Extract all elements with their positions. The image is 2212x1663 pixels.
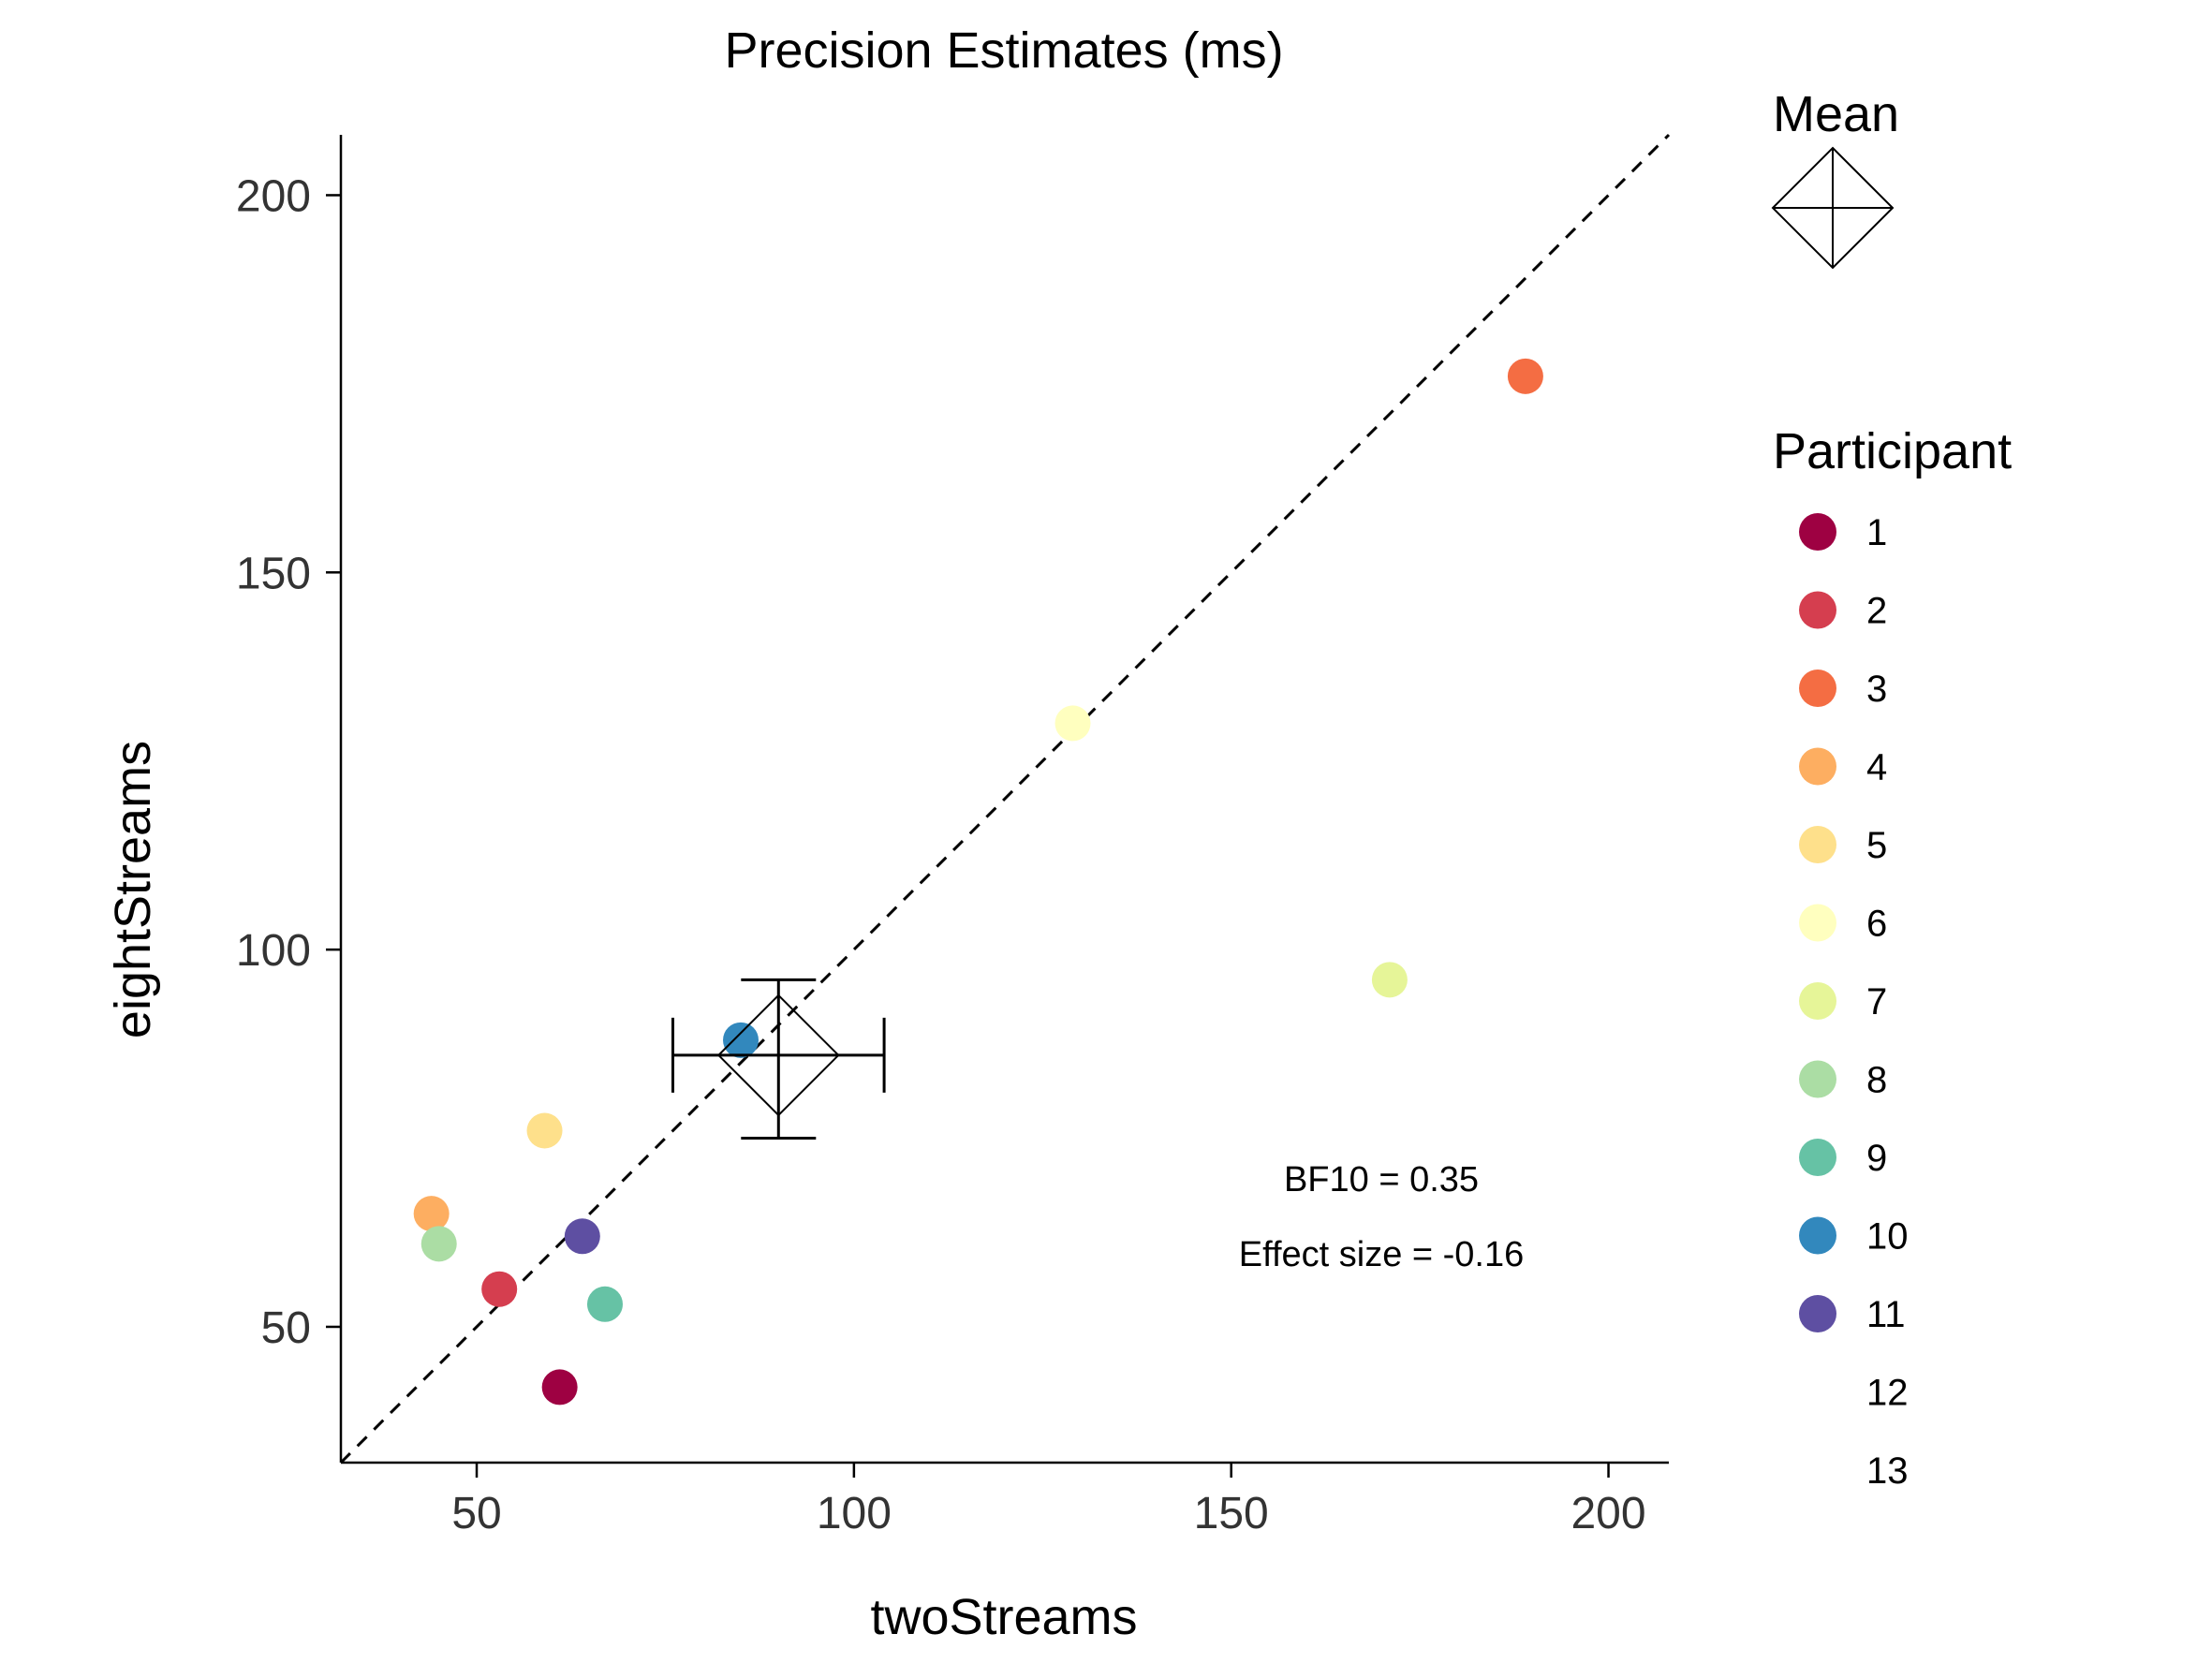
x-tick-label: 200 <box>1571 1489 1645 1538</box>
legend-label: 6 <box>1866 904 1887 945</box>
y-tick-label: 50 <box>261 1303 311 1353</box>
legend-label: 9 <box>1866 1138 1887 1179</box>
data-point <box>1371 962 1408 998</box>
legend-title: Participant <box>1773 423 2012 479</box>
legend-label: 5 <box>1866 825 1887 866</box>
data-point <box>1054 705 1091 742</box>
data-point <box>526 1112 563 1149</box>
legend-label: 3 <box>1866 669 1887 710</box>
legend-swatch <box>1799 591 1836 629</box>
legend-swatch <box>1799 982 1836 1020</box>
x-tick-label: 50 <box>451 1489 501 1538</box>
data-point <box>723 1022 759 1058</box>
x-tick-label: 150 <box>1194 1489 1269 1538</box>
data-point <box>1507 358 1543 394</box>
x-axis-title: twoStreams <box>870 1589 1137 1645</box>
bf10-annotation: BF10 = 0.35 <box>1284 1160 1479 1199</box>
legend-swatch <box>1799 1295 1836 1332</box>
legend-label: 8 <box>1866 1060 1887 1101</box>
mean-diamond <box>716 993 840 1117</box>
y-tick-label: 200 <box>236 171 311 221</box>
chart-title: Precision Estimates (ms) <box>724 22 1283 79</box>
y-axis-title: eightStreams <box>105 741 161 1038</box>
legend-label: 4 <box>1866 747 1887 788</box>
legend-swatch <box>1799 904 1836 942</box>
legend-swatch <box>1799 747 1836 786</box>
legend-label: 1 <box>1866 512 1887 553</box>
y-tick-label: 150 <box>236 549 311 598</box>
data-point <box>564 1218 600 1255</box>
data-point <box>586 1286 623 1322</box>
legend-swatch <box>1799 1216 1836 1255</box>
legend-label: 10 <box>1866 1216 1909 1258</box>
data-point <box>413 1196 450 1232</box>
x-tick-label: 100 <box>817 1489 892 1538</box>
legend-mean-title: Mean <box>1773 86 1899 142</box>
y-tick-label: 100 <box>236 926 311 976</box>
legend-label: 11 <box>1866 1294 1906 1335</box>
legend-swatch <box>1799 826 1836 863</box>
data-point <box>420 1226 457 1262</box>
legend-swatch <box>1799 513 1836 551</box>
legend-swatch <box>1799 1060 1836 1098</box>
identity-line <box>339 133 1671 1464</box>
mean-marker <box>671 978 886 1141</box>
axes: 50 100 150 200 50 100 150 200 <box>236 135 1669 1538</box>
legend-label: 7 <box>1866 981 1887 1023</box>
legend-swatch <box>1799 670 1836 707</box>
legend-label: 12 <box>1866 1373 1909 1414</box>
identity-dashed-line <box>339 133 1671 1464</box>
legend-label: 13 <box>1866 1450 1909 1492</box>
data-points <box>413 358 1543 1405</box>
legend-swatch <box>1799 1139 1836 1176</box>
data-point <box>481 1271 518 1307</box>
data-point <box>541 1369 578 1405</box>
legend-mean-key <box>1771 146 1895 270</box>
effect-size-annotation: Effect size = -0.16 <box>1239 1235 1525 1274</box>
legend-label: 2 <box>1866 591 1887 632</box>
